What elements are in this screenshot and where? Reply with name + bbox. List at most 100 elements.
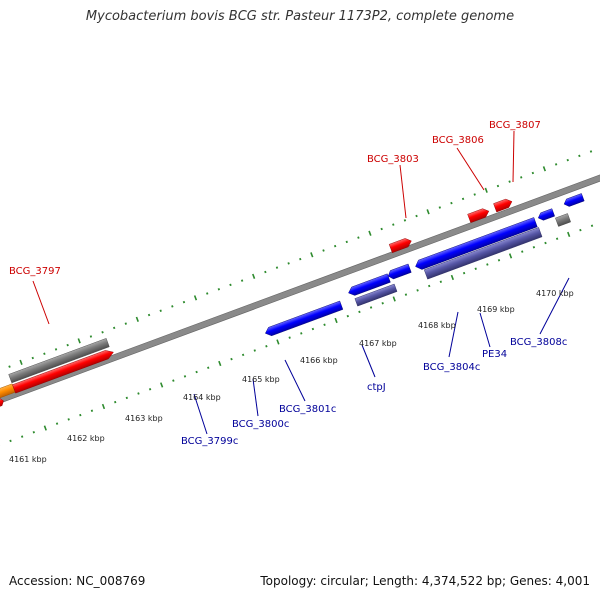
- gene-arrow-bcg-3800c[interactable]: [354, 283, 398, 307]
- minor-tick-mark: [450, 201, 453, 205]
- gene-label-bcg-3799c: BCG_3799c: [181, 436, 238, 447]
- minor-tick-mark: [20, 435, 24, 438]
- minor-tick-mark: [438, 206, 442, 209]
- minor-tick-mark: [171, 305, 174, 308]
- map-title: Mycobacterium bovis BCG str. Pasteur 117…: [85, 9, 515, 24]
- minor-tick-mark: [461, 197, 465, 201]
- gene-label-bcg-3806: BCG_3806: [432, 135, 484, 146]
- minor-tick-mark: [229, 283, 232, 287]
- reverse-tick-track: [0, 224, 594, 447]
- minor-tick-mark: [508, 180, 511, 183]
- minor-tick-mark: [54, 348, 58, 351]
- major-tick-mark: [160, 382, 164, 388]
- minor-tick-mark: [89, 335, 93, 338]
- leader-bcg-3800c: [252, 378, 259, 417]
- minor-tick-mark: [474, 267, 477, 271]
- gene-arrow-bcg-3806[interactable]: [467, 207, 491, 223]
- scale-label: 4167 kbp: [359, 339, 397, 348]
- scale-label: 4161 kbp: [9, 455, 47, 464]
- minor-tick-mark: [392, 223, 395, 226]
- minor-tick-mark: [520, 176, 523, 179]
- minor-tick-mark: [207, 366, 210, 369]
- gene-arrow-ctpJ[interactable]: [423, 227, 543, 280]
- leader-bcg-3801c: [284, 359, 306, 402]
- scale-label: 4165 kbp: [242, 375, 280, 384]
- gene-arrow-red[interactable]: [12, 348, 115, 394]
- major-tick-mark: [392, 296, 396, 302]
- minor-tick-mark: [590, 224, 594, 228]
- leader-bcg-3797: [32, 280, 50, 325]
- minor-tick-mark: [264, 270, 267, 274]
- minor-tick-mark: [240, 279, 244, 282]
- minor-tick-mark: [439, 280, 443, 283]
- minor-tick-mark: [125, 396, 129, 400]
- scale-label: 4169 kbp: [477, 305, 515, 314]
- gene-arrow-bcg-3803[interactable]: [388, 237, 413, 254]
- gene-arrow-bcg-3804c-gray[interactable]: [555, 213, 571, 227]
- gene-arrow-gray-pseudo[interactable]: [8, 338, 110, 384]
- minor-tick-mark: [195, 370, 198, 374]
- minor-tick-mark: [358, 310, 361, 314]
- gene-label-bcg-3807: BCG_3807: [489, 120, 541, 131]
- minor-tick-mark: [172, 379, 175, 382]
- minor-tick-mark: [148, 388, 152, 391]
- gene-label-bcg-3804c: BCG_3804c: [423, 362, 480, 373]
- minor-tick-mark: [112, 326, 116, 330]
- minor-tick-mark: [521, 250, 524, 253]
- gene-arrow-bcg-3799c[interactable]: [264, 300, 344, 338]
- minor-tick-mark: [345, 240, 348, 244]
- minor-tick-mark: [311, 327, 315, 331]
- minor-tick-mark: [555, 237, 559, 240]
- gene-arrow-bcg-3807[interactable]: [493, 197, 514, 213]
- gene-arrow-bcg-3804c[interactable]: [537, 208, 555, 222]
- minor-tick-mark: [67, 418, 70, 421]
- gene-arrow-pe34[interactable]: [563, 193, 585, 207]
- gene-arrow-red-left[interactable]: [0, 397, 5, 417]
- major-tick-mark: [368, 230, 372, 236]
- minor-tick-mark: [275, 266, 279, 269]
- minor-tick-mark: [381, 301, 384, 305]
- minor-tick-mark: [404, 293, 408, 296]
- leader-pe34: [479, 312, 491, 348]
- gene-arrow-bcg-3800c-blue[interactable]: [347, 273, 391, 297]
- leader-bcg-3804c: [448, 311, 459, 358]
- scale-label: 4163 kbp: [125, 414, 163, 423]
- minor-tick-mark: [566, 158, 569, 162]
- scale-label: 4170 kbp: [536, 289, 574, 298]
- minor-tick-mark: [416, 289, 419, 292]
- gene-label-ctpj: ctpJ: [367, 382, 386, 393]
- genome-backbone: [0, 153, 600, 418]
- scale-label: 4164 kbp: [183, 393, 221, 402]
- major-tick-mark: [310, 252, 314, 258]
- minor-tick-mark: [554, 163, 558, 166]
- minor-tick-mark: [473, 193, 476, 196]
- leader-bcg-3807: [512, 130, 515, 183]
- minor-tick-mark: [333, 244, 337, 248]
- major-tick-mark: [426, 209, 430, 215]
- major-tick-mark: [77, 338, 81, 344]
- minor-tick-mark: [428, 284, 431, 288]
- minor-tick-mark: [241, 353, 245, 357]
- minor-tick-mark: [31, 356, 34, 360]
- gene-label-bcg-3801c: BCG_3801c: [279, 404, 336, 415]
- minor-tick-mark: [415, 214, 418, 218]
- minor-tick-mark: [462, 271, 466, 275]
- gene-label-bcg-3797: BCG_3797: [9, 266, 61, 277]
- minor-tick-mark: [579, 228, 582, 232]
- major-tick-mark: [218, 360, 222, 367]
- minor-tick-mark: [217, 287, 221, 291]
- leader-bcg-3806: [456, 147, 485, 191]
- minor-tick-mark: [300, 332, 303, 335]
- minor-tick-mark: [137, 392, 140, 395]
- minor-tick-mark: [182, 300, 186, 304]
- minor-tick-mark: [90, 409, 94, 413]
- gene-label-bcg-3803: BCG_3803: [367, 154, 419, 165]
- gene-arrow-ctpJ-blue[interactable]: [414, 217, 538, 271]
- gene-arrow-bcg-3801c[interactable]: [387, 263, 412, 280]
- minor-tick-mark: [299, 257, 302, 261]
- minor-tick-mark: [497, 258, 501, 262]
- minor-tick-mark: [253, 349, 256, 352]
- minor-tick-mark: [322, 249, 325, 252]
- minor-tick-mark: [287, 262, 290, 265]
